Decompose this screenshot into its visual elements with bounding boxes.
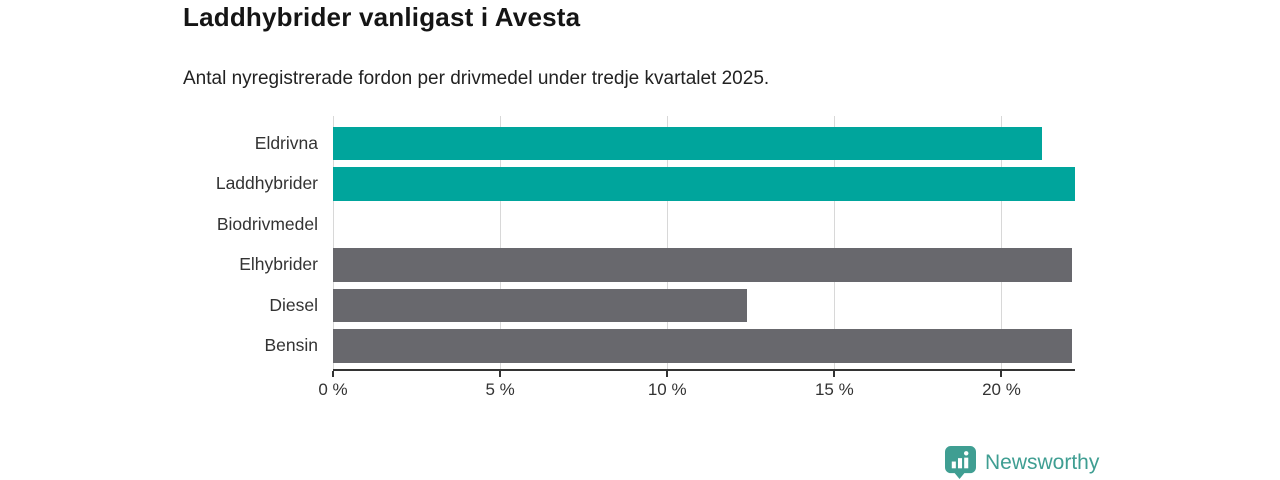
x-tick-label: 0 % [318,380,348,399]
newsworthy-wordmark: Newsworthy [985,450,1100,474]
bar-chart-plot-area: Eldrivna Laddhybrider Biodrivmedel Elhybrid… [216,116,1075,369]
x-axis-tick [833,371,836,377]
bar [333,126,1042,160]
chart-title: Laddhybrider vanligast i Avesta [183,2,581,32]
bar-track [333,326,1075,367]
category-label: Bensin [264,335,318,356]
bar-track [333,123,1075,164]
gridline [1001,116,1003,369]
bar-row: Laddhybrider [0,164,1075,205]
chart-subtitle: Antal nyregistrerade fordon per drivmede… [183,68,770,89]
x-axis-tick [332,371,334,377]
bar-track [333,164,1075,205]
x-axis: 0 % 5 % 10 % 15 % 20 % [318,369,1075,409]
category-label: Eldrivna [254,132,318,153]
bar-row: Diesel [0,285,1075,326]
bar-track [333,285,1075,326]
gridline [667,116,669,369]
bar-track [333,204,1075,245]
category-label: Laddhybrider [215,173,318,194]
bar [333,167,1075,201]
bar-row: Eldrivna [0,123,1075,164]
bar-row: Biodrivmedel [0,204,1075,245]
gridline [333,116,334,369]
x-tick-label: 5 % [485,380,515,399]
x-tick-label: 20 % [982,380,1021,399]
bar [333,329,1072,363]
x-axis-line [333,369,1075,371]
x-axis-tick [499,371,502,377]
bar-row: Elhybrider [0,245,1075,286]
category-label: Biodrivmedel [216,213,318,234]
bar-row: Bensin [0,326,1075,367]
bar-rows: Eldrivna Laddhybrider Biodrivmedel Elhybrid… [0,123,1075,366]
bar [333,288,748,322]
category-label: Diesel [269,294,318,315]
bar [333,248,1072,282]
x-axis-tick [1000,371,1003,377]
category-label: Elhybrider [239,254,318,275]
x-axis-tick [666,371,669,377]
bar-track [333,245,1075,286]
gridline [834,116,836,369]
newsworthy-logo[interactable]: Newsworthy [945,446,1099,479]
gridline [500,116,502,369]
x-tick-label: 10 % [647,380,687,399]
newsworthy-icon [945,446,976,479]
x-tick-label: 15 % [814,380,854,399]
